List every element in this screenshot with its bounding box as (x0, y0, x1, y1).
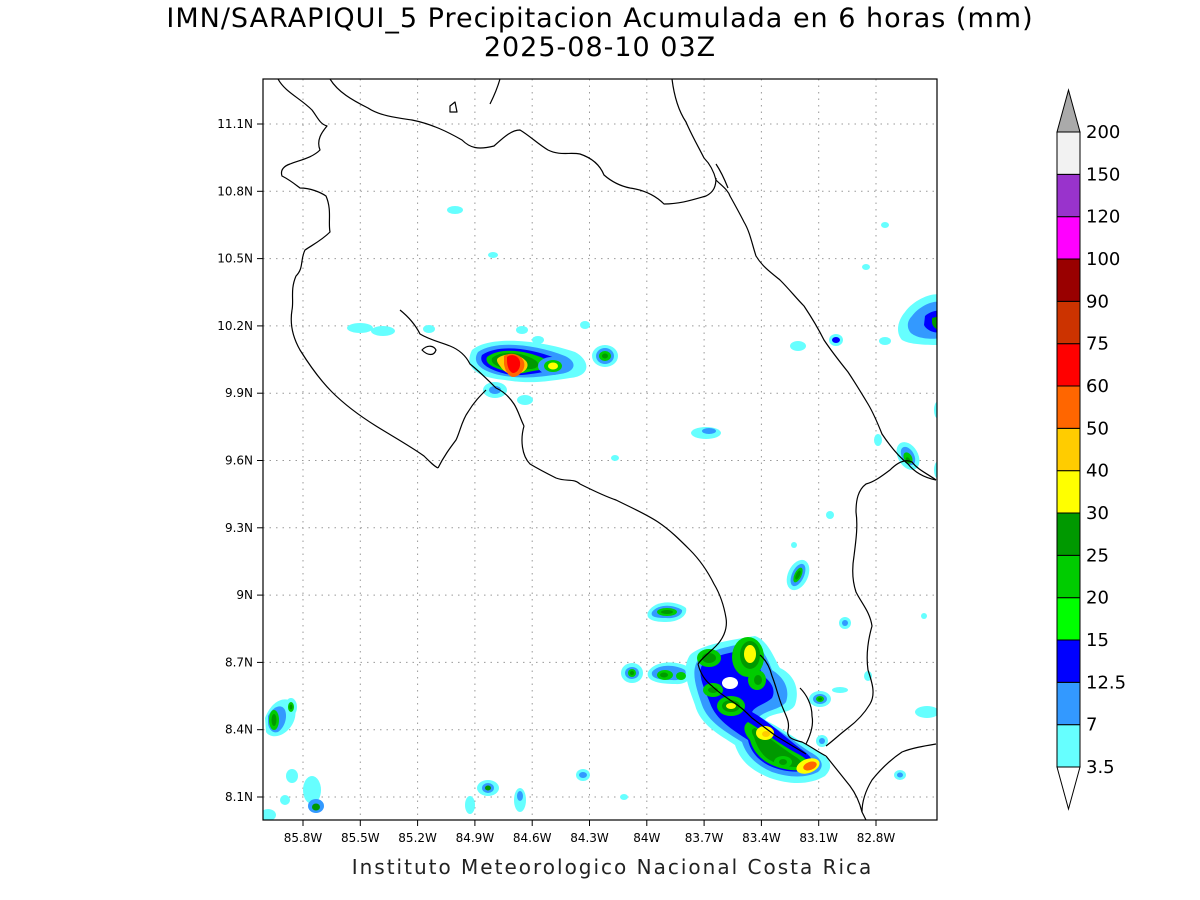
rain-cells-scattered (611, 222, 927, 629)
chart-subtitle: 2025-08-10 03Z (483, 32, 717, 63)
grid-lines (263, 79, 937, 820)
colorbar-swatch (1056, 343, 1081, 387)
colorbar-swatch (1056, 258, 1081, 302)
colorbar-swatch (1056, 216, 1081, 260)
lat-tick-label: 10.5N (217, 252, 253, 266)
lon-tick-label: 85.5W (341, 831, 380, 845)
colorbar-label: 25 (1086, 545, 1109, 566)
colorbar-swatch (1056, 681, 1081, 726)
longitude-axis: 85.8W 85.5W 85.2W 84.9W 84.6W 84.3W 84W 83.7W 83… (284, 820, 896, 845)
colorbar-swatch (1056, 639, 1081, 683)
colorbar-label: 12.5 (1086, 672, 1126, 693)
colorbar-label: 120 (1086, 207, 1120, 228)
colorbar-label: 200 (1086, 122, 1120, 143)
colorbar-swatch (1056, 131, 1081, 175)
latitude-axis: 11.1N 10.8N 10.5N 10.2N 9.9N 9.6N 9.3N 9N 8.7N 8.… (217, 117, 263, 804)
footer-credit: Instituto Meteorologico Nacional Costa R… (351, 855, 874, 879)
lat-tick-label: 9.9N (225, 386, 253, 400)
lon-tick-label: 83.4W (742, 831, 781, 845)
lat-tick-label: 9.3N (225, 521, 253, 535)
colorbar-label: 100 (1086, 249, 1120, 270)
coastlines-borders (277, 79, 937, 820)
colorbar-label: 50 (1086, 418, 1109, 439)
colorbar-over-arrow (1056, 88, 1081, 133)
lat-tick-label: 11.1N (217, 117, 253, 131)
colorbar-legend: 3.5 7 12.5 15 20 25 30 40 50 60 75 90 100 120 150 200 (1056, 88, 1126, 811)
colorbar-swatch (1056, 724, 1081, 768)
colorbar-label: 3.5 (1086, 757, 1115, 778)
lon-tick-label: 84.9W (456, 831, 495, 845)
chart-title: IMN/SARAPIQUI_5 Precipitacion Acumulada … (166, 3, 1034, 34)
lat-tick-label: 9N (236, 588, 253, 602)
colorbar-label: 90 (1086, 291, 1109, 312)
lon-tick-label: 83.1W (799, 831, 838, 845)
plot-frame (262, 78, 938, 821)
colorbar-label: 30 (1086, 503, 1109, 524)
rain-cluster-south (576, 602, 848, 800)
precipitation-areas (263, 206, 937, 820)
lat-tick-label: 10.2N (217, 319, 253, 333)
lat-tick-label: 8.1N (225, 790, 253, 804)
rain-cells-southwest (263, 698, 526, 820)
lon-tick-label: 83.7W (685, 831, 724, 845)
colorbar-swatch (1056, 427, 1081, 472)
lon-tick-label: 82.8W (857, 831, 896, 845)
colorbar-swatch (1056, 173, 1081, 218)
lat-tick-label: 9.6N (225, 454, 253, 468)
lat-tick-label: 8.4N (225, 723, 253, 737)
colorbar-label: 40 (1086, 461, 1109, 482)
colorbar-swatch (1056, 470, 1081, 514)
colorbar-label: 60 (1086, 376, 1109, 397)
colorbar-swatch (1056, 554, 1081, 599)
lat-tick-label: 8.7N (225, 655, 253, 669)
colorbar-swatch (1056, 512, 1081, 556)
colorbar-label: 15 (1086, 630, 1109, 651)
lon-tick-label: 84W (633, 831, 660, 845)
lat-tick-label: 10.8N (217, 184, 253, 198)
rain-cluster-north (347, 206, 618, 405)
lon-tick-label: 84.3W (570, 831, 609, 845)
colorbar-swatch (1056, 300, 1081, 345)
lon-tick-label: 85.8W (284, 831, 323, 845)
colorbar-under-arrow (1056, 766, 1081, 811)
colorbar-label: 7 (1086, 715, 1097, 736)
colorbar-label: 75 (1086, 334, 1109, 355)
colorbar-swatch (1056, 385, 1081, 429)
colorbar-label: 20 (1086, 588, 1109, 609)
rain-cells-east (864, 294, 937, 780)
lon-tick-label: 85.2W (398, 831, 437, 845)
colorbar-label: 150 (1086, 164, 1120, 185)
lon-tick-label: 84.6W (513, 831, 552, 845)
colorbar-swatch (1056, 597, 1081, 641)
